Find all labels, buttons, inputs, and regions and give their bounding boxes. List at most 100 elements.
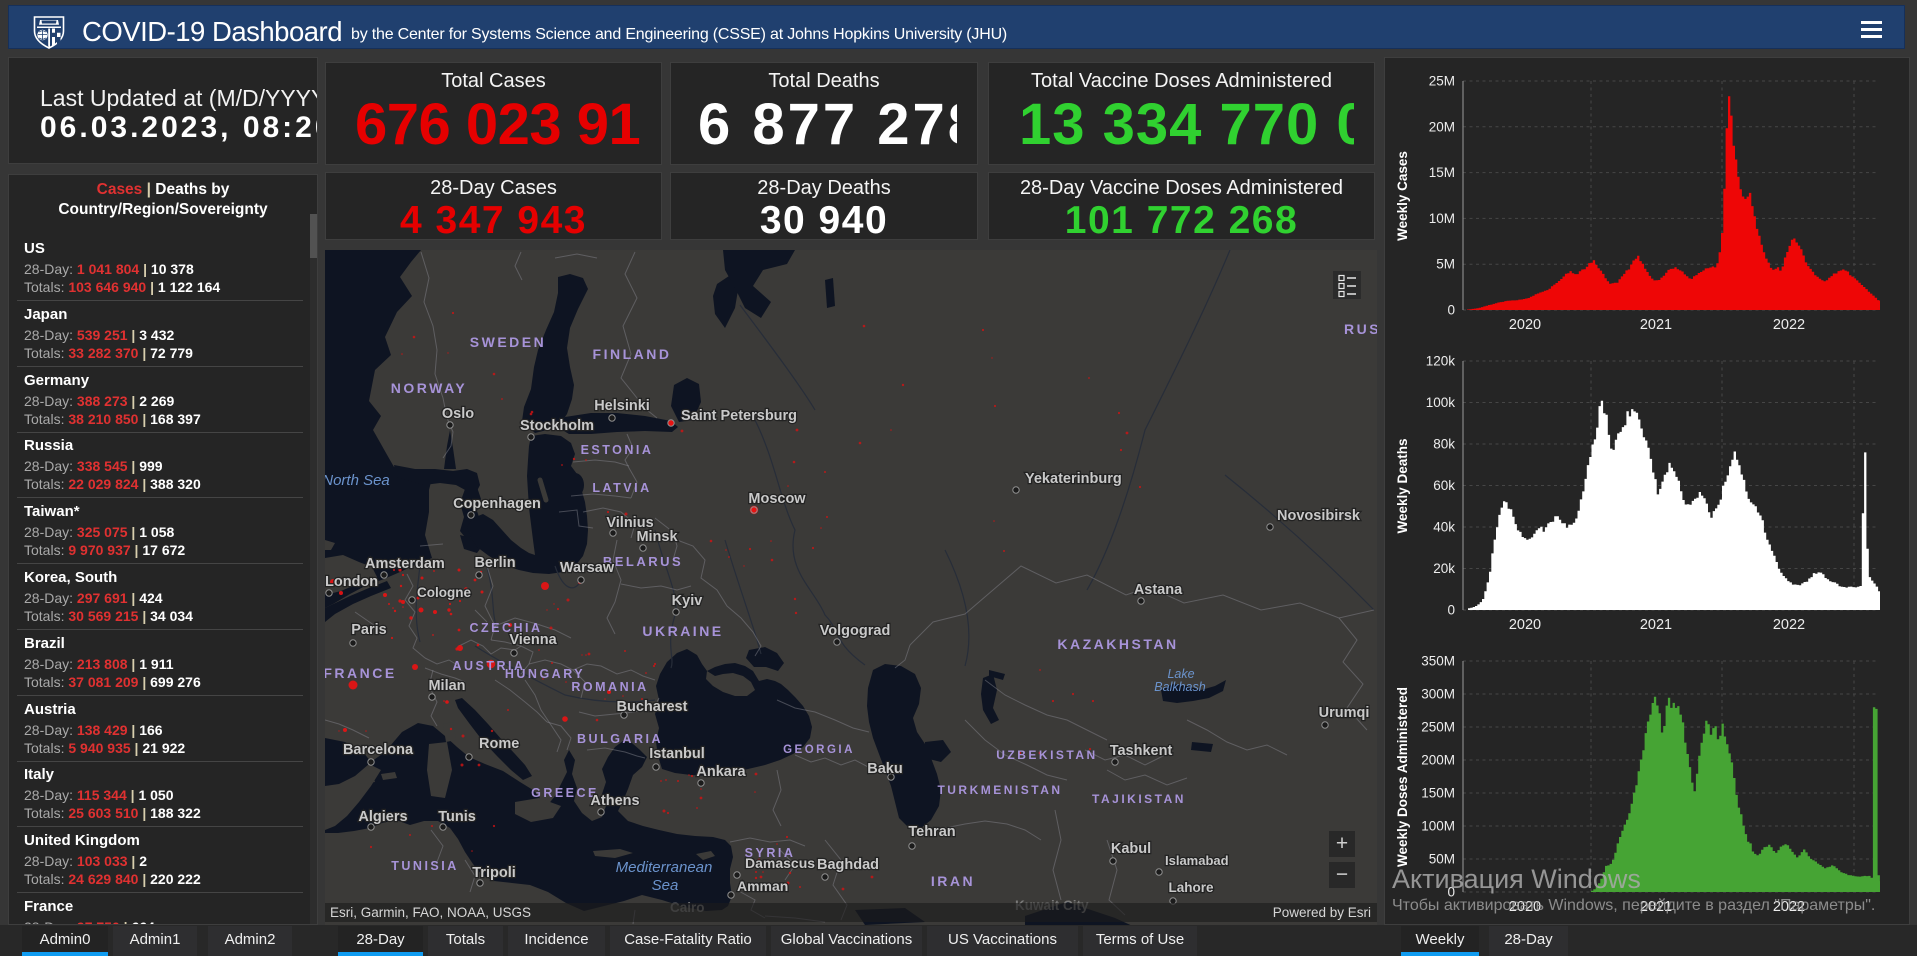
svg-text:Warsaw: Warsaw (560, 560, 615, 576)
svg-text:KAZAKHSTAN: KAZAKHSTAN (1057, 636, 1178, 652)
svg-text:Novosibirsk: Novosibirsk (1277, 508, 1361, 524)
svg-text:Lahore: Lahore (1168, 880, 1214, 895)
svg-text:2021: 2021 (1640, 899, 1672, 915)
svg-text:BULGARIA: BULGARIA (577, 732, 663, 746)
svg-text:40k: 40k (1433, 520, 1455, 535)
svg-text:Kyiv: Kyiv (672, 593, 703, 609)
svg-text:Minsk: Minsk (636, 529, 678, 545)
svg-text:Baghdad: Baghdad (817, 857, 879, 873)
svg-text:15M: 15M (1429, 165, 1455, 180)
svg-text:Oslo: Oslo (442, 406, 474, 422)
svg-text:BELARUS: BELARUS (603, 554, 683, 569)
svg-text:Moscow: Moscow (748, 491, 806, 507)
svg-text:150M: 150M (1421, 786, 1455, 801)
svg-text:LATVIA: LATVIA (592, 481, 651, 495)
svg-text:Berlin: Berlin (474, 555, 515, 571)
svg-text:2020: 2020 (1509, 899, 1541, 915)
svg-text:RUSSIA: RUSSIA (1344, 321, 1377, 337)
svg-text:Vilnius: Vilnius (606, 515, 653, 531)
svg-text:Amsterdam: Amsterdam (365, 556, 445, 572)
svg-text:TURKMENISTAN: TURKMENISTAN (937, 783, 1062, 797)
svg-text:2020: 2020 (1509, 317, 1541, 333)
svg-text:HUNGARY: HUNGARY (505, 667, 585, 681)
svg-text:Weekly Deaths: Weekly Deaths (1395, 438, 1410, 533)
svg-text:ESTONIA: ESTONIA (581, 443, 654, 457)
svg-text:Bucharest: Bucharest (617, 699, 688, 715)
svg-text:SWEDEN: SWEDEN (470, 334, 546, 350)
svg-text:Islamabad: Islamabad (1165, 853, 1229, 868)
svg-text:5M: 5M (1436, 257, 1455, 272)
svg-text:300M: 300M (1421, 687, 1455, 702)
svg-text:Barcelona: Barcelona (343, 742, 414, 758)
svg-text:10M: 10M (1429, 211, 1455, 226)
svg-text:Athens: Athens (590, 793, 639, 809)
svg-text:Ankara: Ankara (696, 764, 746, 780)
svg-text:Copenhagen: Copenhagen (453, 496, 541, 512)
svg-text:2022: 2022 (1773, 899, 1805, 915)
svg-text:Damascus: Damascus (745, 855, 815, 871)
svg-text:50M: 50M (1429, 852, 1455, 867)
svg-text:−: − (1336, 863, 1348, 886)
svg-text:2021: 2021 (1640, 617, 1672, 633)
svg-text:Stockholm: Stockholm (520, 418, 594, 434)
svg-text:AUSTRIA: AUSTRIA (452, 659, 525, 673)
svg-text:Sea: Sea (652, 877, 679, 894)
svg-text:Tunis: Tunis (438, 809, 476, 825)
svg-text:Milan: Milan (428, 678, 465, 694)
svg-text:Rome: Rome (479, 736, 519, 752)
svg-text:Powered by Esri: Powered by Esri (1273, 905, 1371, 920)
svg-text:Tashkent: Tashkent (1110, 743, 1173, 759)
svg-text:CZECHIA: CZECHIA (469, 621, 542, 635)
svg-text:Yekaterinburg: Yekaterinburg (1025, 471, 1122, 487)
svg-text:120k: 120k (1426, 354, 1456, 369)
svg-text:TUNISIA: TUNISIA (391, 859, 459, 873)
svg-text:Vienna: Vienna (509, 632, 557, 648)
svg-text:North Sea: North Sea (325, 472, 390, 489)
svg-text:100M: 100M (1421, 819, 1455, 834)
svg-text:Weekly Doses Administered: Weekly Doses Administered (1395, 687, 1410, 867)
svg-text:Helsinki: Helsinki (594, 398, 650, 414)
svg-text:250M: 250M (1421, 720, 1455, 735)
svg-text:Algiers: Algiers (358, 809, 407, 825)
svg-text:GEORGIA: GEORGIA (783, 744, 855, 756)
svg-text:350M: 350M (1421, 654, 1455, 669)
svg-text:20k: 20k (1433, 561, 1455, 576)
svg-text:Weekly Cases: Weekly Cases (1395, 151, 1410, 241)
svg-text:Saint Petersburg: Saint Petersburg (681, 408, 797, 424)
svg-text:NORWAY: NORWAY (391, 380, 467, 396)
svg-text:London: London (325, 574, 378, 590)
svg-text:Urumqi: Urumqi (1319, 705, 1370, 721)
svg-text:FRANCE: FRANCE (325, 665, 397, 681)
svg-text:GREECE: GREECE (531, 786, 599, 800)
svg-text:IRAN: IRAN (931, 873, 975, 889)
svg-text:2022: 2022 (1773, 617, 1805, 633)
svg-text:TAJIKISTAN: TAJIKISTAN (1092, 792, 1186, 806)
svg-text:200M: 200M (1421, 753, 1455, 768)
svg-text:20M: 20M (1429, 119, 1455, 134)
svg-text:ROMANIA: ROMANIA (571, 680, 648, 694)
svg-text:UZBEKISTAN: UZBEKISTAN (996, 748, 1097, 762)
svg-text:Lake: Lake (1167, 667, 1194, 681)
svg-text:SYRIA: SYRIA (745, 846, 796, 860)
svg-text:Mediterranean: Mediterranean (616, 859, 713, 876)
svg-text:FINLAND: FINLAND (593, 346, 672, 362)
svg-text:2020: 2020 (1509, 617, 1541, 633)
svg-text:Amman: Amman (737, 878, 788, 894)
svg-text:0: 0 (1447, 885, 1455, 900)
svg-text:25M: 25M (1429, 74, 1455, 89)
svg-text:Tripoli: Tripoli (472, 865, 516, 881)
svg-text:Cologne: Cologne (417, 585, 471, 600)
svg-text:Esri, Garmin, FAO, NOAA, USGS: Esri, Garmin, FAO, NOAA, USGS (330, 905, 531, 920)
svg-text:100k: 100k (1426, 395, 1456, 410)
svg-text:2021: 2021 (1640, 317, 1672, 333)
svg-text:Kabul: Kabul (1111, 841, 1151, 857)
svg-text:Istanbul: Istanbul (649, 746, 705, 762)
svg-text:Tehran: Tehran (908, 824, 955, 840)
svg-text:Baku: Baku (867, 761, 902, 777)
svg-text:2022: 2022 (1773, 317, 1805, 333)
svg-text:0: 0 (1447, 303, 1455, 318)
svg-text:UKRAINE: UKRAINE (642, 623, 723, 639)
svg-text:Volgograd: Volgograd (820, 623, 891, 639)
svg-text:80k: 80k (1433, 437, 1455, 452)
svg-text:+: + (1336, 832, 1348, 855)
